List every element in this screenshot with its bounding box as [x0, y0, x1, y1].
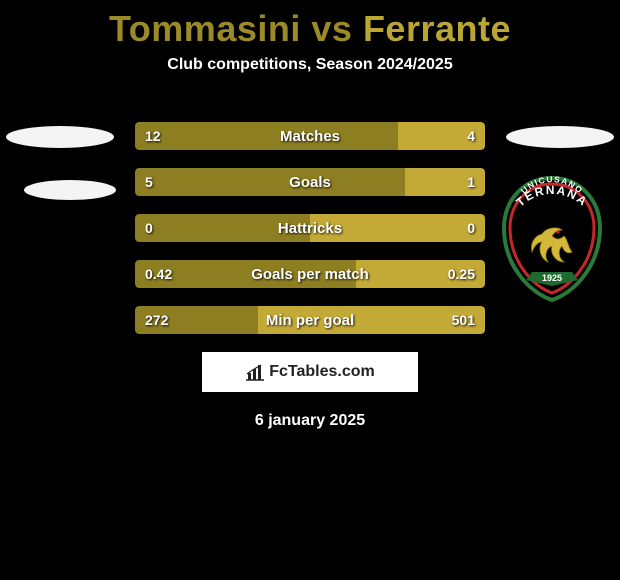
stat-label: Matches	[135, 122, 485, 150]
stat-value-left: 5	[145, 168, 153, 196]
stat-value-right: 501	[452, 306, 475, 334]
club-badge: UNICUSANO TERNANA 1925	[502, 176, 602, 302]
stat-label: Goals	[135, 168, 485, 196]
subtitle: Club competitions, Season 2024/2025	[0, 56, 620, 74]
vs-connector: vs	[311, 8, 352, 49]
stat-label: Min per goal	[135, 306, 485, 334]
club-badge-svg: UNICUSANO TERNANA 1925	[502, 176, 602, 302]
player-right-name: Ferrante	[363, 8, 511, 49]
badge-year: 1925	[542, 273, 562, 283]
decoration-ellipse-top-left	[6, 126, 114, 148]
player-left-name: Tommasini	[109, 8, 301, 49]
stat-label: Goals per match	[135, 260, 485, 288]
stat-value-right: 0.25	[448, 260, 475, 288]
stat-row: Hattricks0 0	[135, 214, 485, 242]
stat-value-right: 1	[467, 168, 475, 196]
stat-value-left: 12	[145, 122, 161, 150]
stat-row: Matches12 4	[135, 122, 485, 150]
stat-value-left: 0.42	[145, 260, 172, 288]
stat-row: Min per goal272 501	[135, 306, 485, 334]
bar-chart-icon	[245, 363, 265, 381]
fctables-attribution: FcTables.com	[202, 352, 418, 392]
stat-value-left: 0	[145, 214, 153, 242]
decoration-ellipse-bottom-left	[24, 180, 116, 200]
stat-value-right: 4	[467, 122, 475, 150]
fctables-label: FcTables.com	[269, 363, 375, 381]
decoration-ellipse-top-right	[506, 126, 614, 148]
stat-row: Goals5 1	[135, 168, 485, 196]
stat-row: Goals per match0.42 0.25	[135, 260, 485, 288]
date-line: 6 january 2025	[0, 412, 620, 430]
stats-container: Matches12 4 Goals5 1 Hattricks0 0 Goals per ma…	[135, 122, 485, 334]
stat-value-right: 0	[467, 214, 475, 242]
stat-value-left: 272	[145, 306, 168, 334]
stat-label: Hattricks	[135, 214, 485, 242]
page-title: Tommasini vs Ferrante	[0, 0, 620, 50]
